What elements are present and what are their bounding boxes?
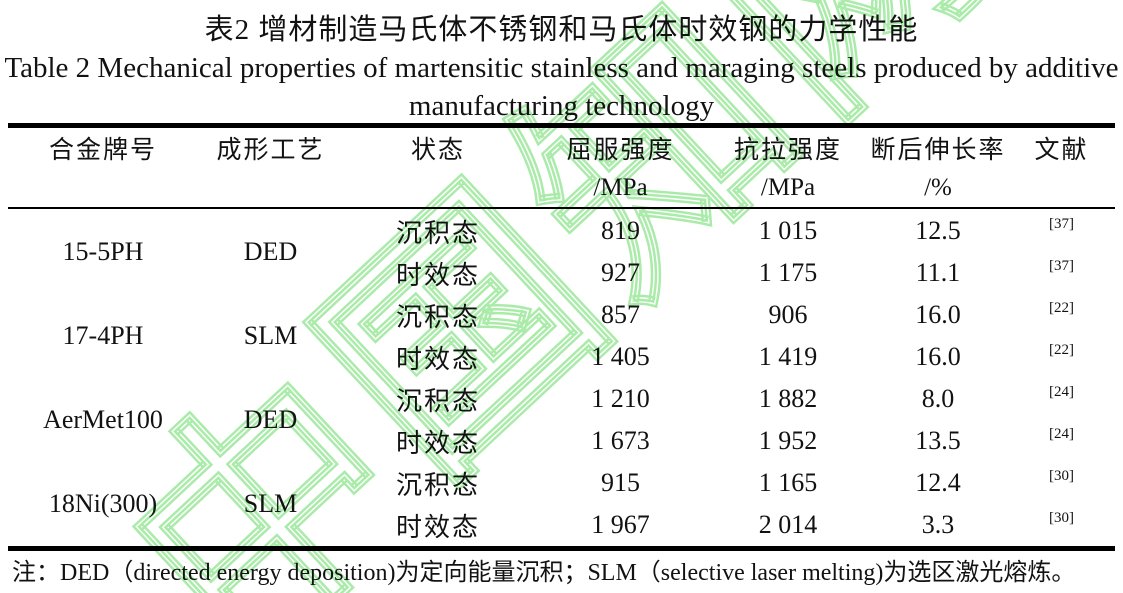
header-elongation-unit: /% (924, 174, 952, 201)
alloy-cell: 18Ni(300) (48, 489, 158, 518)
table-top-rule (8, 123, 1115, 128)
header-alloy-label: 合金牌号 (48, 137, 157, 164)
header-reference-label: 文献 (1034, 137, 1089, 164)
reference-superscript: [24] (1049, 383, 1074, 400)
yield-cell: 1 405 (591, 342, 650, 371)
process-cell: DED (243, 405, 298, 434)
state-cell: 沉积态 (395, 218, 480, 248)
yield-cell: 857 (601, 300, 640, 329)
table-body: 15-5PH DED 沉积态 819 1 015 12.5 [37] 时效态 9… (8, 210, 1115, 546)
elongation-cell: 11.1 (915, 258, 961, 287)
alloy-cell: 15-5PH (62, 237, 144, 266)
reference-cell: [37] (1008, 210, 1115, 252)
state-cell: 沉积态 (395, 470, 480, 500)
header-alloy: 合金牌号 (8, 128, 198, 206)
reference-cell: [22] (1008, 294, 1115, 336)
table-bottom-rule (8, 546, 1115, 551)
reference-superscript: [30] (1049, 467, 1074, 484)
table-header-row: 合金牌号 成形工艺 状态 屈服强度 /MPa 抗拉强度 /MPa 断后伸长率 (8, 128, 1115, 206)
process-cell: SLM (243, 489, 298, 518)
reference-cell: [30] (1008, 504, 1115, 546)
tensile-cell: 1 175 (758, 258, 818, 287)
yield-cell: 915 (601, 468, 640, 497)
tensile-cell: 906 (768, 300, 808, 329)
table-caption-english-line2: manufacturing technology (408, 90, 715, 122)
header-process-label: 成形工艺 (216, 137, 325, 164)
elongation-cell: 16.0 (915, 300, 961, 329)
header-elongation: 断后伸长率 /% (868, 128, 1008, 206)
reference-cell: [24] (1008, 420, 1115, 462)
tensile-cell: 1 882 (758, 384, 818, 413)
reference-superscript: [37] (1049, 257, 1074, 274)
tensile-cell: 1 165 (758, 468, 818, 497)
tensile-cell: 1 952 (758, 426, 818, 455)
header-elongation-label: 断后伸长率 (870, 137, 1006, 164)
header-state: 状态 (343, 128, 533, 206)
header-reference: 文献 (1008, 128, 1115, 206)
elongation-cell: 8.0 (921, 384, 955, 413)
elongation-cell: 16.0 (915, 342, 961, 371)
state-cell: 沉积态 (395, 386, 480, 416)
reference-superscript: [22] (1049, 341, 1074, 358)
elongation-cell: 12.5 (915, 216, 961, 245)
tensile-cell: 2 014 (758, 510, 818, 539)
yield-cell: 927 (601, 258, 640, 287)
reference-cell: [22] (1008, 336, 1115, 378)
reference-superscript: [24] (1049, 425, 1074, 442)
alloy-cell: AerMet100 (43, 405, 163, 434)
process-cell: DED (243, 237, 298, 266)
alloy-cell: 17-4PH (62, 321, 144, 350)
yield-cell: 1 967 (591, 510, 650, 539)
header-yield-strength: 屈服强度 /MPa (533, 128, 708, 206)
reference-cell: [24] (1008, 378, 1115, 420)
header-yield-label: 屈服强度 (566, 137, 675, 164)
header-yield-unit: /MPa (593, 174, 648, 201)
yield-cell: 1 210 (591, 384, 650, 413)
state-cell: 时效态 (395, 512, 480, 542)
header-state-label: 状态 (410, 137, 465, 164)
table-caption-chinese: 表2 增材制造马氏体不锈钢和马氏体时效钢的力学性能 (204, 14, 919, 46)
yield-cell: 819 (601, 216, 640, 245)
reference-superscript: [30] (1049, 509, 1074, 526)
reference-cell: [30] (1008, 462, 1115, 504)
reference-superscript: [22] (1049, 299, 1074, 316)
state-cell: 沉积态 (395, 302, 480, 332)
state-cell: 时效态 (395, 428, 480, 458)
elongation-cell: 13.5 (915, 426, 961, 455)
process-cell: SLM (243, 321, 298, 350)
header-tensile-strength: 抗拉强度 /MPa (708, 128, 868, 206)
reference-cell: [37] (1008, 252, 1115, 294)
table-caption-english-line1: Table 2 Mechanical properties of martens… (4, 52, 1119, 84)
state-cell: 时效态 (395, 344, 480, 374)
reference-superscript: [37] (1049, 215, 1074, 232)
table-header-rule (8, 207, 1115, 209)
elongation-cell: 12.4 (915, 468, 961, 497)
tensile-cell: 1 419 (758, 342, 818, 371)
header-process: 成形工艺 (198, 128, 343, 206)
yield-cell: 1 673 (591, 426, 650, 455)
header-tensile-unit: /MPa (760, 174, 816, 201)
tensile-cell: 1 015 (758, 216, 818, 245)
header-tensile-label: 抗拉强度 (733, 137, 842, 164)
elongation-cell: 3.3 (921, 510, 955, 539)
state-cell: 时效态 (395, 260, 480, 290)
table-footnote: 注：DED（directed energy deposition)为定向能量沉积… (12, 560, 1076, 586)
